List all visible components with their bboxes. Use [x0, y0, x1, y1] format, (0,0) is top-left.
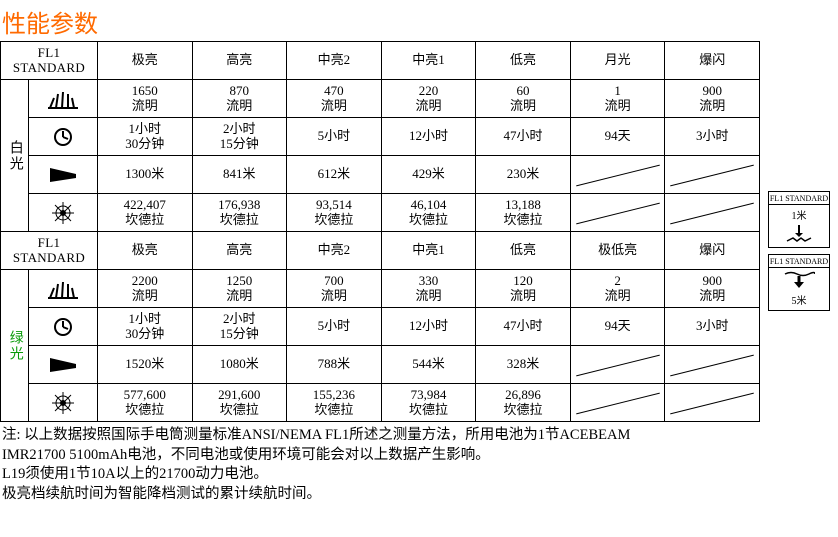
- note-line: 注: 以上数据按照国际手电筒测量标准ANSI/NEMA FL1所述之测量方法，所…: [2, 426, 758, 446]
- cell: 470 流明: [287, 80, 382, 118]
- impact-icon: [783, 223, 815, 243]
- cell: 900 流明: [665, 80, 760, 118]
- cell: 2小时 15分钟: [192, 118, 287, 156]
- impact-standard-box: FL1 STANDARD 1米: [768, 191, 830, 248]
- cell: 5小时: [287, 308, 382, 346]
- cell: 47小时: [476, 118, 571, 156]
- note-line: IMR21700 5100mAh电池，不同电池或使用环境可能会对以上数据产生影响…: [2, 446, 758, 466]
- mode-header: 低亮: [476, 232, 571, 270]
- mode-header: 极亮: [97, 42, 192, 80]
- side-standards: FL1 STANDARD 1米 FL1 STANDARD 5米: [768, 191, 830, 317]
- candela-icon: [29, 384, 98, 422]
- cell-na: [665, 156, 760, 194]
- mode-header: 爆闪: [665, 232, 760, 270]
- runtime-icon: [29, 118, 98, 156]
- cell: 3小时: [665, 118, 760, 156]
- mode-header: 中亮2: [287, 232, 382, 270]
- cell: 12小时: [381, 308, 476, 346]
- mode-header: 高亮: [192, 42, 287, 80]
- water-standard-box: FL1 STANDARD 5米: [768, 254, 830, 311]
- mode-header: 低亮: [476, 42, 571, 80]
- cell: 2200 流明: [97, 270, 192, 308]
- cell: 422,407 坎德拉: [97, 194, 192, 232]
- cell: 291,600 坎德拉: [192, 384, 287, 422]
- distance-icon: [29, 346, 98, 384]
- mode-header: 极亮: [97, 232, 192, 270]
- distance-icon: [29, 156, 98, 194]
- cell: 841米: [192, 156, 287, 194]
- cell: 1250 流明: [192, 270, 287, 308]
- cell: 429米: [381, 156, 476, 194]
- cell: 176,938 坎德拉: [192, 194, 287, 232]
- cell: 900 流明: [665, 270, 760, 308]
- cell: 544米: [381, 346, 476, 384]
- side-dist: 1米: [769, 207, 829, 222]
- cell: 220 流明: [381, 80, 476, 118]
- candela-icon: [29, 194, 98, 232]
- lumen-icon: [29, 80, 98, 118]
- mode-header: 高亮: [192, 232, 287, 270]
- cell: 93,514 坎德拉: [287, 194, 382, 232]
- cell: 12小时: [381, 118, 476, 156]
- mode-header: 中亮1: [381, 232, 476, 270]
- side-label: FL1 STANDARD: [769, 193, 829, 205]
- cell: 94天: [570, 308, 665, 346]
- cell-na: [665, 346, 760, 384]
- side-dist: 5米: [769, 292, 829, 307]
- side-label: FL1 STANDARD: [769, 256, 829, 268]
- cell: 1300米: [97, 156, 192, 194]
- cell: 1小时 30分钟: [97, 118, 192, 156]
- mode-header: 中亮2: [287, 42, 382, 80]
- cell-na: [570, 384, 665, 422]
- mode-header: 中亮1: [381, 42, 476, 80]
- green-light-label: 绿光: [1, 270, 29, 422]
- cell: 46,104 坎德拉: [381, 194, 476, 232]
- cell: 577,600 坎德拉: [97, 384, 192, 422]
- cell: 2 流明: [570, 270, 665, 308]
- water-icon: [783, 270, 815, 290]
- cell: 26,896 坎德拉: [476, 384, 571, 422]
- cell: 5小时: [287, 118, 382, 156]
- cell: 94天: [570, 118, 665, 156]
- cell: 3小时: [665, 308, 760, 346]
- note-line: 极亮档续航时间为智能降档测试的累计续航时间。: [2, 485, 758, 505]
- cell: 13,188 坎德拉: [476, 194, 571, 232]
- cell: 330 流明: [381, 270, 476, 308]
- cell: 120 流明: [476, 270, 571, 308]
- cell: 73,984 坎德拉: [381, 384, 476, 422]
- note-line: L19须使用1节10A以上的21700动力电池。: [2, 465, 758, 485]
- cell: 1520米: [97, 346, 192, 384]
- cell-na: [570, 346, 665, 384]
- mode-header: 极低亮: [570, 232, 665, 270]
- fl1-header: FL1 STANDARD: [1, 232, 98, 270]
- cell: 1080米: [192, 346, 287, 384]
- mode-header: 爆闪: [665, 42, 760, 80]
- cell: 700 流明: [287, 270, 382, 308]
- cell: 47小时: [476, 308, 571, 346]
- cell: 230米: [476, 156, 571, 194]
- cell: 1650 流明: [97, 80, 192, 118]
- notes: 注: 以上数据按照国际手电筒测量标准ANSI/NEMA FL1所述之测量方法，所…: [0, 422, 760, 504]
- cell-na: [665, 194, 760, 232]
- fl1-header: FL1 STANDARD: [1, 42, 98, 80]
- cell: 155,236 坎德拉: [287, 384, 382, 422]
- white-light-label: 白光: [1, 80, 29, 232]
- mode-header: 月光: [570, 42, 665, 80]
- runtime-icon: [29, 308, 98, 346]
- spec-table: FL1 STANDARD 极亮 高亮 中亮2 中亮1 低亮 月光 爆闪 白光 1…: [0, 41, 760, 422]
- cell: 2小时 15分钟: [192, 308, 287, 346]
- cell-na: [570, 194, 665, 232]
- cell: 788米: [287, 346, 382, 384]
- cell: 60 流明: [476, 80, 571, 118]
- cell-na: [570, 156, 665, 194]
- cell: 612米: [287, 156, 382, 194]
- cell: 1 流明: [570, 80, 665, 118]
- page-title: 性能参数: [0, 0, 838, 41]
- cell-na: [665, 384, 760, 422]
- lumen-icon: [29, 270, 98, 308]
- cell: 870 流明: [192, 80, 287, 118]
- cell: 1小时 30分钟: [97, 308, 192, 346]
- cell: 328米: [476, 346, 571, 384]
